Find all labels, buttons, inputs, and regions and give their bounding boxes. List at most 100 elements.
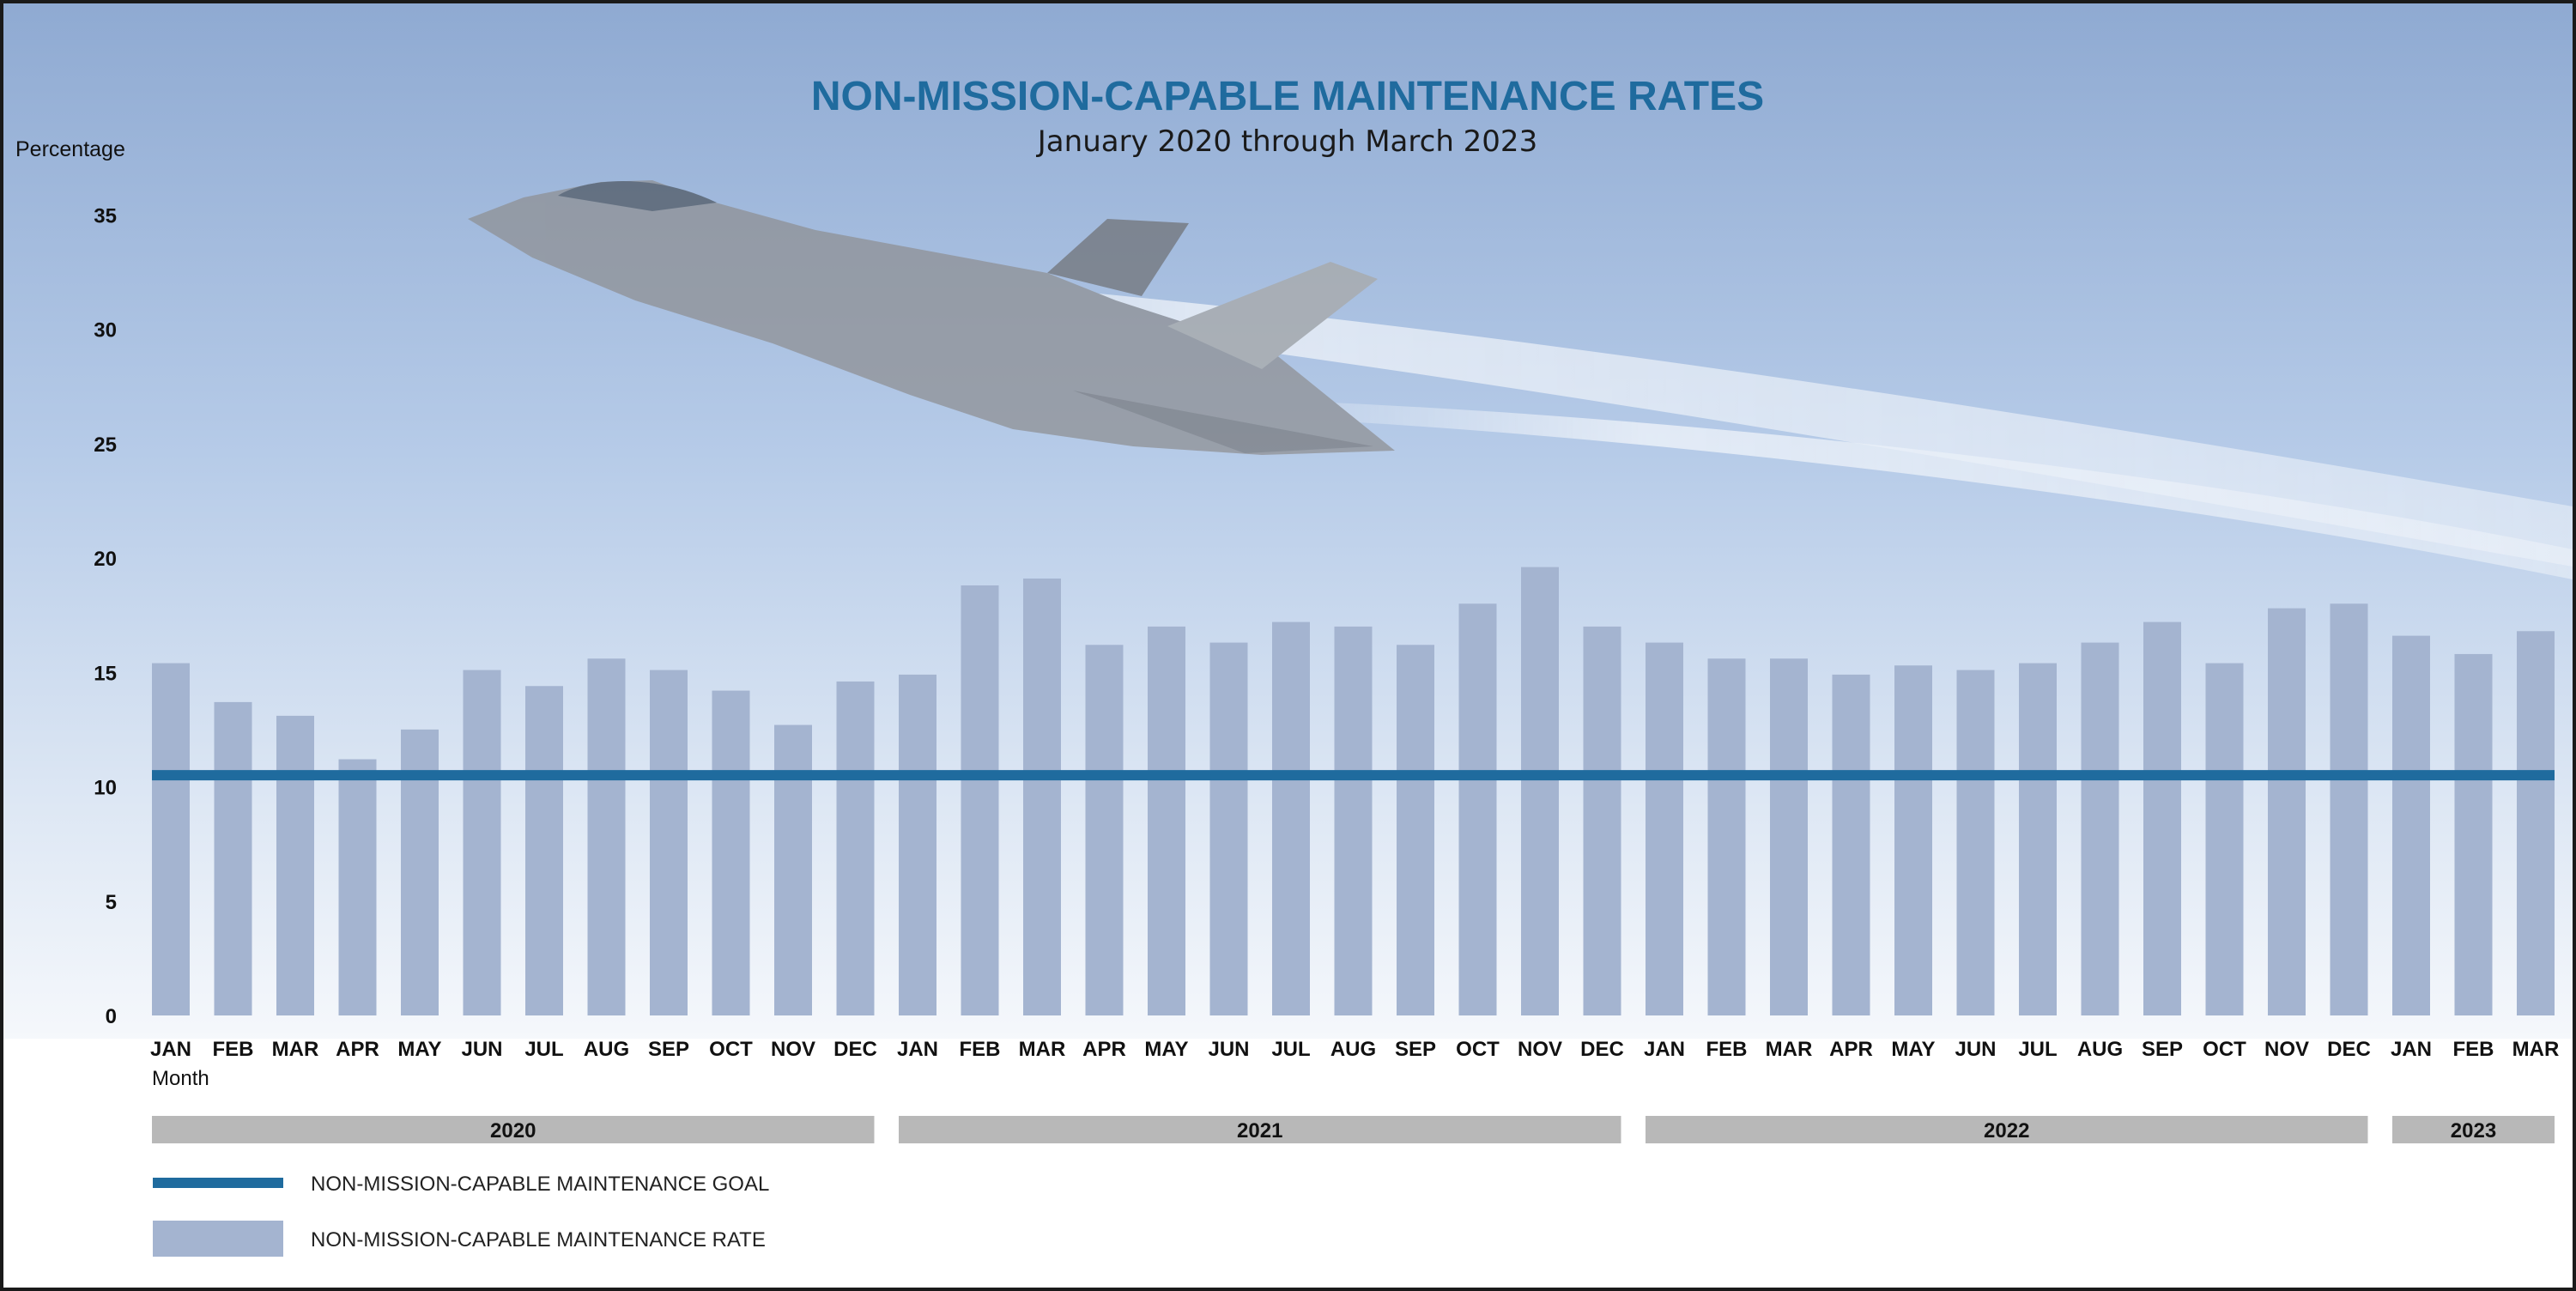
chart-subtitle: January 2020 through March 2023 <box>1036 124 1537 159</box>
year-band <box>1646 1116 2368 1143</box>
x-tick-label: SEP <box>648 1038 689 1061</box>
y-tick-label: 15 <box>94 662 117 685</box>
y-axis-label: Percentage <box>15 137 125 161</box>
bar <box>1832 674 1870 1015</box>
bar <box>1894 665 1932 1015</box>
bar <box>836 681 875 1015</box>
chart-title: NON-MISSION-CAPABLE MAINTENANCE RATES <box>811 74 1764 119</box>
x-tick-label: SEP <box>2142 1038 2183 1061</box>
jet-illustration <box>468 180 2573 579</box>
x-tick-label: JUL <box>1271 1038 1310 1061</box>
bar <box>1272 621 1310 1015</box>
bar <box>650 670 688 1015</box>
x-tick-label: FEB <box>960 1038 1001 1061</box>
y-tick-label: 35 <box>94 204 117 227</box>
x-axis-ticks: JAN FEB MAR APR MAY JUN JUL AUG SEP OCT NOV DEC JAN F… <box>150 1038 2559 1061</box>
x-tick-label: AUG <box>1330 1038 1376 1061</box>
x-tick-label: FEB <box>2453 1038 2494 1061</box>
bar <box>1646 642 1683 1015</box>
legend-rate-label: NON-MISSION-CAPABLE MAINTENANCE RATE <box>311 1228 766 1252</box>
bar <box>2392 635 2430 1015</box>
x-tick-label: DEC <box>1580 1038 1624 1061</box>
bar <box>525 686 563 1015</box>
lower-white-panel <box>3 1039 2573 1288</box>
legend: NON-MISSION-CAPABLE MAINTENANCE GOAL NON… <box>153 1173 769 1257</box>
x-tick-label: JUL <box>524 1038 563 1061</box>
year-bands: 2020 2021 2022 2023 <box>152 1116 2555 1143</box>
legend-goal-swatch <box>153 1178 283 1188</box>
bar <box>961 585 999 1015</box>
year-band <box>2392 1116 2555 1143</box>
legend-goal-label: NON-MISSION-CAPABLE MAINTENANCE GOAL <box>311 1173 769 1196</box>
x-tick-label: MAR <box>1019 1038 1066 1061</box>
x-tick-label: OCT <box>1456 1038 1500 1061</box>
x-tick-label: NOV <box>771 1038 815 1061</box>
year-label: 2022 <box>1984 1119 2029 1143</box>
bar <box>774 724 812 1015</box>
bar <box>899 674 936 1015</box>
bar <box>1148 626 1185 1015</box>
x-tick-label: JAN <box>2391 1038 2432 1061</box>
bar <box>1023 578 1061 1015</box>
x-tick-label: NOV <box>2264 1038 2309 1061</box>
bar <box>1583 626 1621 1015</box>
bar <box>1397 645 1434 1015</box>
bar <box>2143 621 2181 1015</box>
year-band <box>152 1116 875 1143</box>
bar <box>152 663 190 1015</box>
bar <box>1334 626 1373 1015</box>
year-label: 2021 <box>1237 1119 1282 1143</box>
x-tick-label: JAN <box>1644 1038 1685 1061</box>
bar <box>1770 658 1808 1015</box>
bar <box>338 759 377 1015</box>
x-tick-label: FEB <box>1706 1038 1748 1061</box>
x-tick-label: SEP <box>1395 1038 1436 1061</box>
x-tick-label: APR <box>1829 1038 1873 1061</box>
x-tick-label: MAR <box>1766 1038 1813 1061</box>
bar <box>2454 653 2493 1015</box>
year-band <box>899 1116 1621 1143</box>
bar <box>1458 603 1497 1015</box>
bar-series <box>152 567 2555 1015</box>
x-tick-label: AUG <box>2077 1038 2123 1061</box>
x-tick-label: MAY <box>1144 1038 1188 1061</box>
year-label: 2020 <box>490 1119 536 1143</box>
x-axis-label: Month <box>152 1067 209 1090</box>
bar <box>1085 645 1124 1015</box>
x-tick-label: AUG <box>584 1038 629 1061</box>
bar <box>2330 603 2368 1015</box>
x-tick-label: NOV <box>1518 1038 1562 1061</box>
bar <box>1707 658 1746 1015</box>
bar <box>712 690 750 1015</box>
bar <box>463 670 501 1015</box>
bar <box>2517 631 2555 1015</box>
x-tick-label: JUN <box>1208 1038 1249 1061</box>
y-tick-label: 5 <box>106 891 117 914</box>
x-tick-label: JAN <box>150 1038 191 1061</box>
x-tick-label: APR <box>1082 1038 1126 1061</box>
year-label: 2023 <box>2451 1119 2496 1143</box>
bar <box>587 658 626 1015</box>
x-tick-label: JAN <box>897 1038 938 1061</box>
x-tick-label: DEC <box>2327 1038 2371 1061</box>
x-tick-label: DEC <box>833 1038 877 1061</box>
x-tick-label: JUN <box>1955 1038 1996 1061</box>
y-tick-label: 25 <box>94 433 117 457</box>
bar <box>1209 642 1248 1015</box>
bar <box>1521 567 1559 1015</box>
x-tick-label: FEB <box>213 1038 254 1061</box>
x-tick-label: MAY <box>397 1038 441 1061</box>
bar <box>2205 663 2244 1015</box>
y-tick-label: 0 <box>106 1005 117 1028</box>
y-tick-label: 20 <box>94 548 117 571</box>
x-tick-label: MAR <box>272 1038 319 1061</box>
bar <box>214 701 252 1015</box>
bar <box>2019 663 2057 1015</box>
x-tick-label: JUN <box>461 1038 502 1061</box>
bar <box>276 715 314 1015</box>
y-axis-ticks: 0 5 10 15 20 25 30 35 <box>94 204 117 1028</box>
y-tick-label: 30 <box>94 319 117 342</box>
